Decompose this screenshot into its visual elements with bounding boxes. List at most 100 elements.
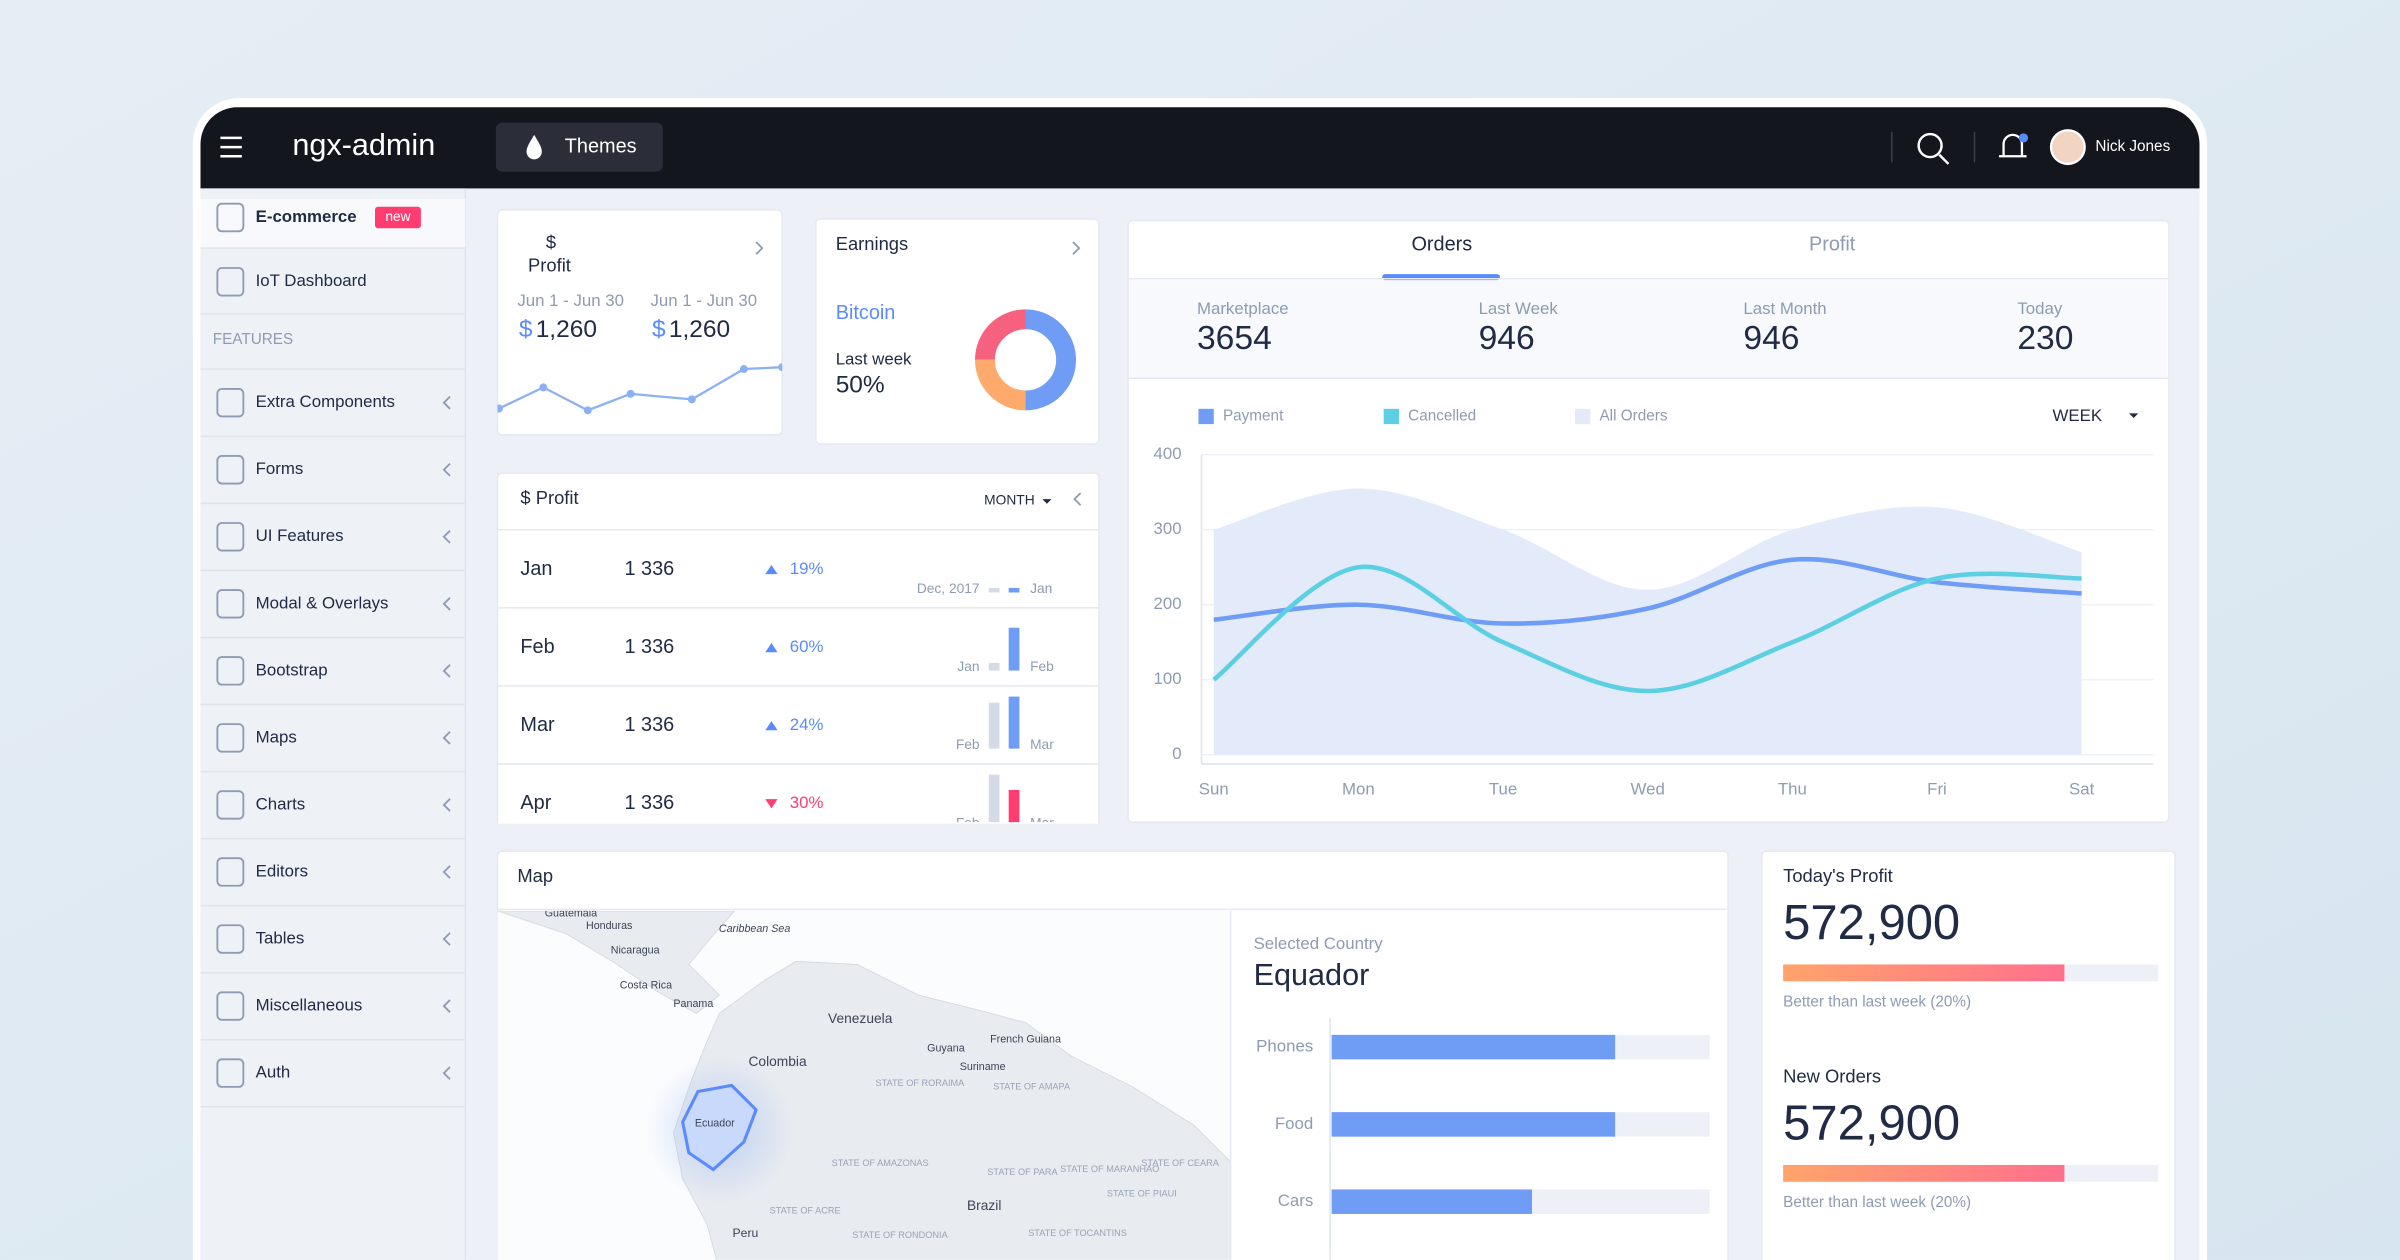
currency: $	[652, 316, 666, 343]
line	[1213, 556, 2082, 626]
chevron[interactable]	[442, 1066, 451, 1080]
stat-value: 946	[1479, 320, 1535, 357]
selected-country[interactable]	[681, 1083, 758, 1172]
menu-item[interactable]	[201, 436, 466, 503]
map-label: STATE OF PIAUI	[1107, 1188, 1177, 1198]
menu-item[interactable]	[201, 1039, 466, 1106]
menu-label: Editors	[256, 861, 308, 880]
y-tick-label: 100	[1154, 669, 1182, 688]
caret[interactable]	[1042, 499, 1052, 504]
stat-value: 230	[2017, 320, 2073, 357]
menu-item[interactable]	[201, 637, 466, 704]
chevron[interactable]	[1073, 492, 1082, 506]
card	[1760, 850, 2176, 1260]
menu-icon	[216, 522, 245, 552]
map-label: STATE OF RORAIMA	[875, 1078, 965, 1088]
menu-item[interactable]	[201, 771, 466, 838]
bell-icon[interactable]	[1998, 133, 2029, 158]
chevron[interactable]	[442, 865, 451, 879]
map-label: Honduras	[586, 920, 632, 932]
bar-label: Mar	[1030, 737, 1054, 752]
period-value: 1,260	[536, 316, 597, 343]
amount: 1 336	[624, 636, 674, 658]
bar-category: Food	[1275, 1114, 1313, 1133]
chevron[interactable]	[442, 798, 451, 812]
period-select: WEEK	[2053, 406, 2103, 425]
month: Jan	[520, 558, 552, 580]
menu-toggle[interactable]	[220, 136, 242, 158]
stat-value: 3654	[1197, 320, 1272, 357]
chevron[interactable]	[442, 664, 451, 678]
legend-swatch	[1383, 408, 1399, 425]
menu-label: Charts	[256, 794, 306, 813]
line	[1212, 564, 2082, 694]
menu-icon	[216, 790, 245, 820]
stat-label: Marketplace	[1197, 299, 1289, 318]
stat-label: Last Week	[1479, 299, 1559, 318]
menu-icon	[216, 589, 245, 619]
map-label: STATE OF MARANHAO	[1060, 1164, 1159, 1174]
chevron[interactable]	[442, 932, 451, 946]
sparkline	[497, 363, 783, 415]
prev-label: Feb	[956, 737, 980, 752]
bar-label: Mar	[1030, 815, 1054, 830]
menu-item[interactable]	[200, 199, 466, 249]
period-select: MONTH	[984, 492, 1034, 507]
sidebar	[200, 188, 466, 1260]
map-label: Guatemala	[545, 908, 597, 920]
caret[interactable]	[2129, 413, 2139, 419]
menu-label: Extra Components	[256, 392, 395, 411]
menu-icon	[216, 267, 245, 297]
y-tick-label: 0	[1172, 744, 1181, 763]
summary-note: Better than last week (20%)	[1783, 1194, 1971, 1211]
chevron[interactable]	[442, 530, 451, 544]
summary-value: 572,900	[1783, 1097, 1960, 1151]
chevron[interactable]	[442, 462, 451, 477]
donut-segment	[974, 309, 1077, 411]
menu-icon	[216, 924, 245, 954]
map-label: Ecuador	[695, 1117, 735, 1129]
drop-icon	[526, 134, 542, 160]
month: Apr	[520, 792, 551, 814]
summary-title: Today's Profit	[1783, 865, 1893, 886]
stat-value: 946	[1743, 320, 1799, 357]
bar	[1008, 789, 1020, 823]
menu-label: IoT Dashboard	[256, 271, 367, 290]
map-label: STATE OF RONDONIA	[852, 1230, 948, 1240]
legend-swatch	[1198, 408, 1214, 425]
table-body: Jan 1 336 19% Dec, 2017 Jan Feb 1 336 60% Jan Feb…	[497, 558, 1099, 830]
month: Mar	[520, 714, 555, 736]
map-label: STATE OF PARA	[987, 1167, 1058, 1177]
sparkline-point	[583, 406, 592, 415]
search-icon[interactable]	[1917, 132, 1950, 165]
change: 60%	[790, 637, 824, 656]
bar	[1331, 1189, 1533, 1214]
card-bottom-mask	[495, 823, 1103, 850]
menu-item[interactable]	[201, 838, 466, 905]
chevron[interactable]	[755, 241, 764, 255]
avatar[interactable]	[2049, 129, 2086, 166]
trend-arrow	[765, 643, 778, 653]
chevron[interactable]	[1072, 241, 1081, 255]
menu-item[interactable]	[201, 704, 466, 771]
chevron[interactable]	[442, 597, 451, 611]
x-tick-label: Fri	[1927, 779, 1947, 798]
sparkline-point	[778, 363, 783, 372]
change: 24%	[790, 715, 824, 734]
menu-item[interactable]	[201, 905, 466, 972]
themes-button[interactable]	[495, 122, 663, 172]
x-tick-label: Thu	[1778, 779, 1807, 798]
progress-bar	[1783, 964, 2065, 982]
menu-icon	[216, 991, 245, 1021]
currency-symbol: $	[546, 231, 556, 252]
period-label: Jun 1 - Jun 30	[517, 291, 624, 310]
selected-label: Selected Country	[1254, 934, 1384, 953]
chevron[interactable]	[442, 395, 451, 410]
map-label: Peru	[732, 1226, 758, 1240]
badge-label: new	[385, 209, 410, 224]
chevron[interactable]	[442, 999, 451, 1013]
chevron[interactable]	[442, 731, 451, 745]
prev-bar	[988, 587, 1000, 593]
sparkline-point	[497, 404, 503, 413]
